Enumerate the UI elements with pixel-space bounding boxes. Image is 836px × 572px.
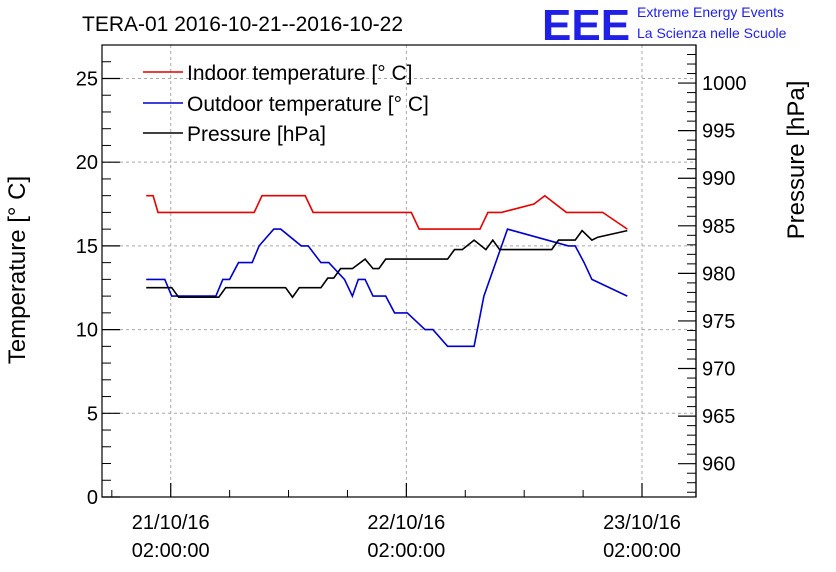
y-right-tick-label: 980 — [702, 263, 735, 285]
y-left-tick-label: 15 — [76, 236, 98, 258]
chart-title: TERA-01 2016-10-21--2016-10-22 — [82, 13, 403, 36]
series-line-indoor — [146, 194, 628, 230]
y-right-tick-label: 1000 — [702, 73, 747, 95]
y-right-tick-label: 965 — [702, 406, 735, 428]
y-left-tick-label: 20 — [76, 152, 98, 174]
eee-logo: EEE Extreme Energy Events La Scienza nel… — [542, 1, 787, 50]
logo-eee-mark: EEE — [542, 1, 630, 50]
y-axis-left-title: Temperature [° C] — [4, 176, 31, 364]
x-tick-label-date: 21/10/16 — [132, 512, 210, 534]
logo-line2: La Scienza nelle Scuole — [637, 25, 787, 41]
y-left-tick-label: 10 — [76, 320, 98, 342]
y-right-tick-label: 960 — [702, 454, 735, 476]
series-line-outdoor — [146, 228, 628, 348]
x-tick-label-time: 02:00:00 — [367, 540, 445, 562]
series-layer — [146, 194, 628, 348]
x-tick-label-time: 02:00:00 — [603, 540, 681, 562]
y-left-tick-label: 5 — [87, 403, 98, 425]
legend-label-pressure: Pressure [hPa] — [187, 123, 326, 146]
logo-line1: Extreme Energy Events — [637, 4, 784, 20]
x-tick-label-date: 22/10/16 — [367, 512, 445, 534]
series-line-pressure — [146, 229, 628, 299]
y-left-tick-label: 0 — [87, 487, 98, 509]
x-tick-label-time: 02:00:00 — [132, 540, 210, 562]
y-right-tick-label: 995 — [702, 121, 735, 143]
y-axis-right-title: Pressure [hPa] — [783, 81, 810, 240]
x-tick-label-date: 23/10/16 — [603, 512, 681, 534]
y-right-tick-label: 970 — [702, 359, 735, 381]
legend: Indoor temperature [° C] Outdoor tempera… — [143, 62, 429, 146]
axis-ticks — [102, 44, 696, 498]
y-right-tick-label: 990 — [702, 168, 735, 190]
y-right-tick-label: 975 — [702, 311, 735, 333]
y-right-tick-label: 985 — [702, 216, 735, 238]
legend-label-indoor: Indoor temperature [° C] — [187, 62, 413, 85]
y-left-tick-label: 25 — [76, 68, 98, 90]
legend-label-outdoor: Outdoor temperature [° C] — [187, 93, 429, 116]
tick-labels: 0 5 10 15 20 25 960 965 970 975 980 985 990 995 1000 21… — [76, 68, 747, 562]
